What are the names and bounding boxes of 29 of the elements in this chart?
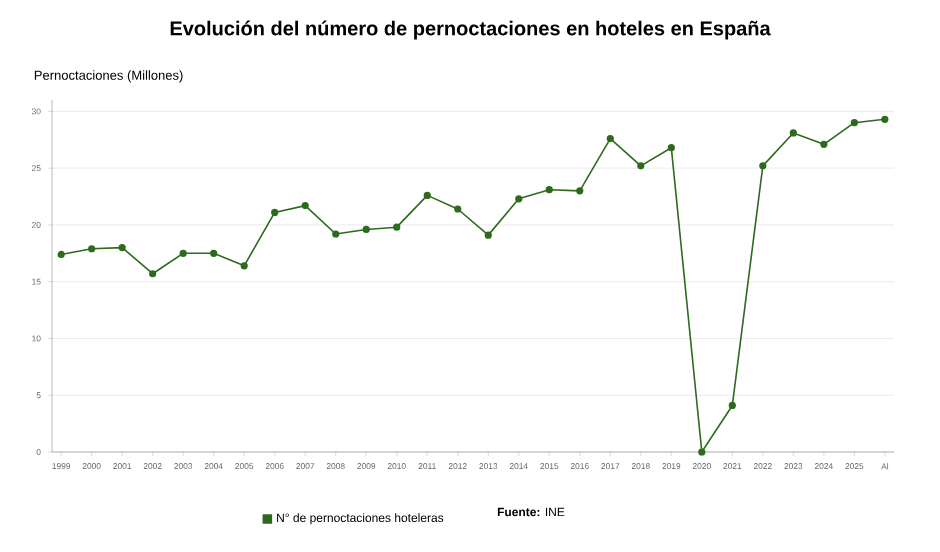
point	[271, 208, 279, 217]
point	[423, 191, 431, 199]
point	[57, 250, 65, 259]
point	[637, 162, 645, 170]
point	[240, 262, 248, 270]
point	[576, 187, 584, 195]
point	[789, 129, 797, 137]
point	[545, 186, 553, 194]
point	[728, 401, 736, 410]
point	[850, 119, 858, 127]
point	[88, 245, 96, 253]
point	[393, 223, 401, 231]
point	[362, 225, 370, 234]
point	[179, 249, 187, 257]
point	[606, 135, 614, 143]
point	[515, 195, 523, 203]
point	[332, 230, 340, 238]
point	[149, 270, 157, 278]
point	[698, 448, 706, 456]
point	[881, 115, 889, 123]
point	[454, 205, 462, 213]
point	[301, 202, 309, 210]
point	[484, 231, 492, 239]
point	[118, 244, 126, 252]
point	[210, 249, 218, 257]
chart-title: Evolución del número de pernoctaciones en hoteles en España	[170, 20, 771, 40]
point	[667, 144, 675, 152]
point	[759, 162, 767, 170]
point	[820, 140, 828, 148]
